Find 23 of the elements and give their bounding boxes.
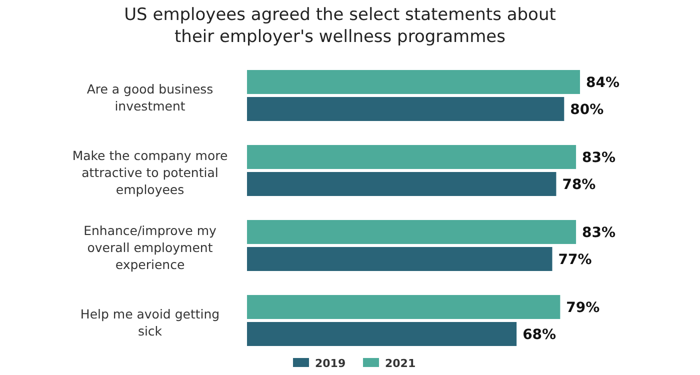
bar — [247, 145, 576, 169]
data-label: 77% — [558, 252, 592, 268]
y-tick-label: Help me avoid getting sick — [80, 306, 220, 338]
legend-label: 2021 — [385, 357, 416, 370]
bar — [247, 322, 517, 346]
chart-title: US employees agreed the select statements about their employer's wellness programmes — [124, 5, 556, 47]
data-label: 80% — [570, 102, 604, 118]
data-label: 83% — [582, 150, 616, 166]
bar — [247, 295, 560, 319]
data-label: 84% — [586, 75, 620, 91]
data-label: 79% — [566, 300, 600, 316]
bar — [247, 172, 556, 196]
bar — [247, 247, 552, 271]
data-label: 78% — [562, 177, 596, 193]
data-label: 83% — [582, 225, 616, 241]
bar — [247, 97, 564, 121]
y-tick-label: Are a good business investment — [86, 82, 214, 114]
y-tick-label: Make the company more attractive to potential employees — [72, 148, 228, 197]
y-tick-label: Enhance/improve my overall employment experience — [84, 223, 218, 272]
bar — [247, 220, 576, 244]
legend-label: 2019 — [315, 357, 346, 370]
data-label: 68% — [522, 327, 556, 343]
bar — [247, 70, 580, 94]
